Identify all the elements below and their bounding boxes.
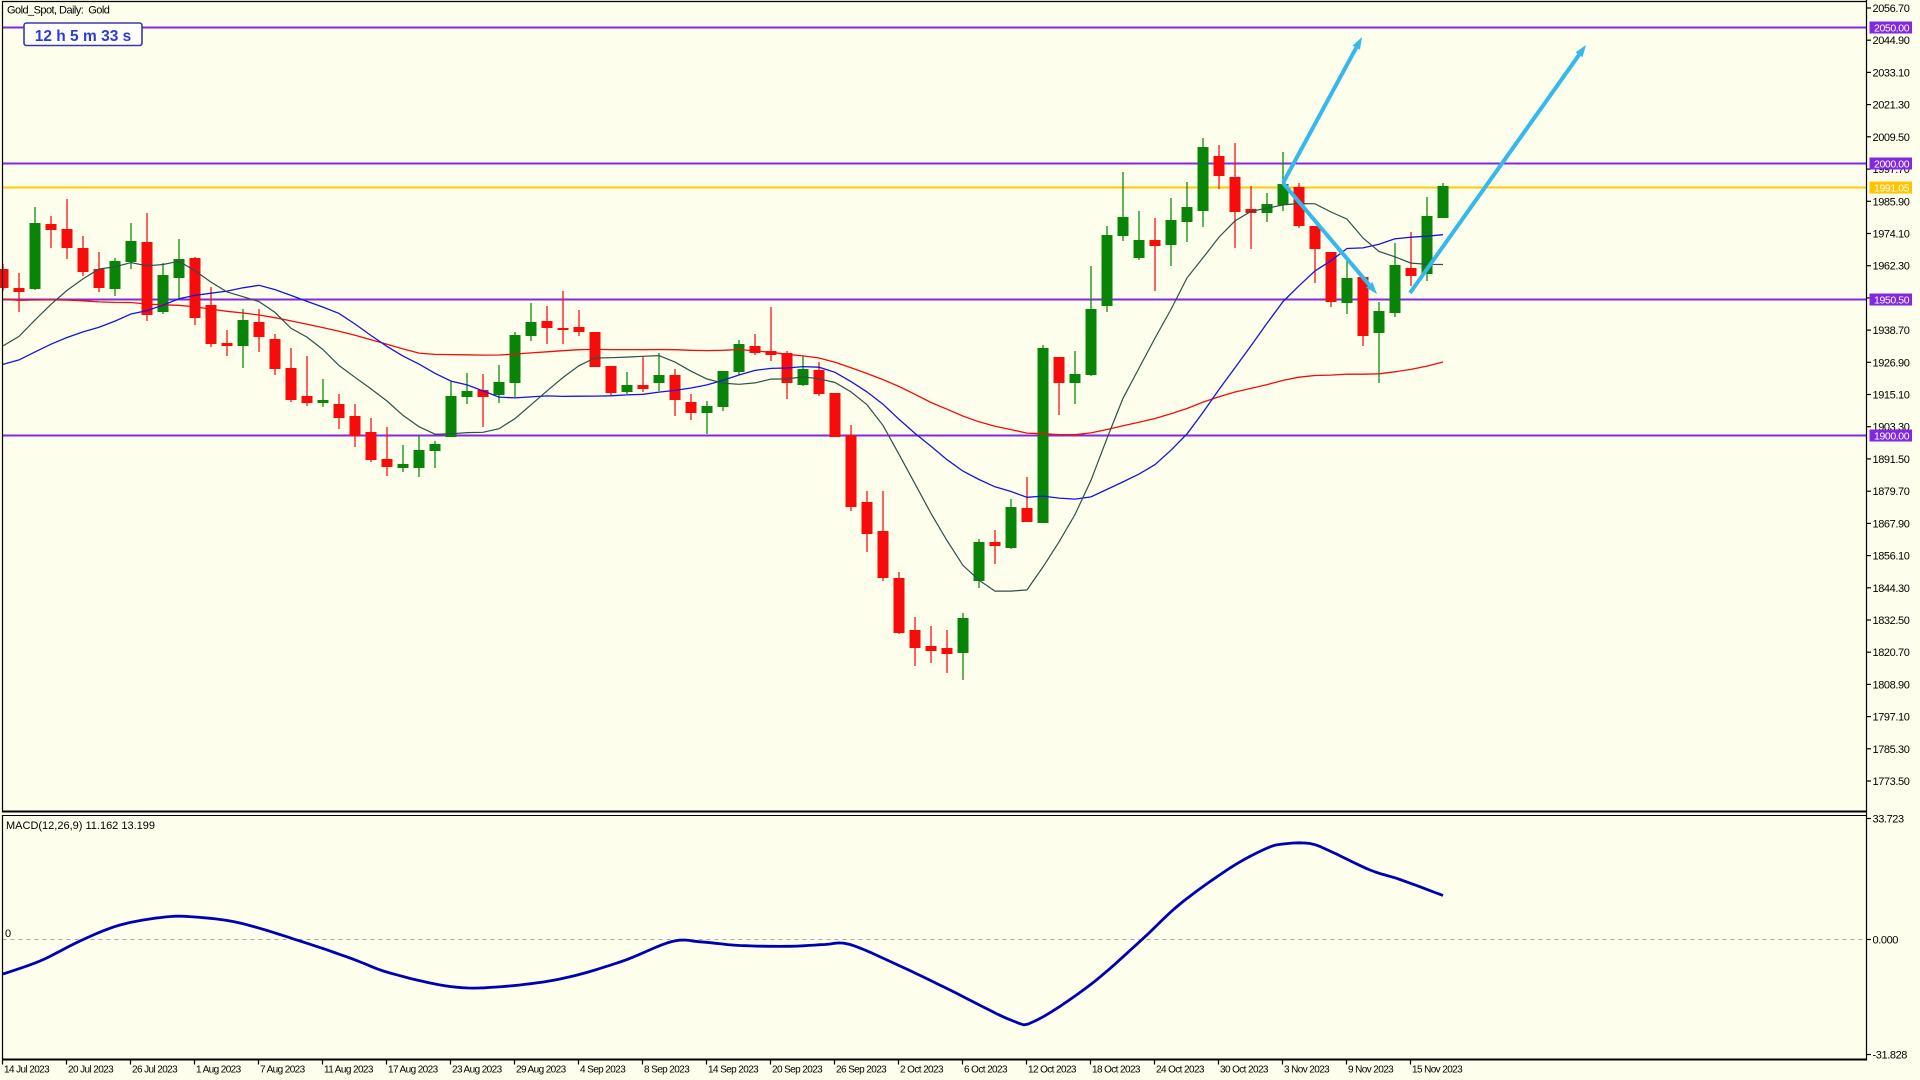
- svg-text:12 h 5 m 33 s: 12 h 5 m 33 s: [35, 28, 132, 45]
- svg-text:30 Oct 2023: 30 Oct 2023: [1220, 1065, 1269, 1076]
- svg-text:2 Oct 2023: 2 Oct 2023: [900, 1065, 944, 1076]
- svg-text:1891.50: 1891.50: [1873, 454, 1910, 466]
- svg-text:18 Oct 2023: 18 Oct 2023: [1092, 1065, 1141, 1076]
- svg-text:9 Nov 2023: 9 Nov 2023: [1348, 1065, 1394, 1076]
- svg-text:2056.70: 2056.70: [1873, 3, 1910, 15]
- svg-text:MACD(12,26,9) 11.162 13.199: MACD(12,26,9) 11.162 13.199: [6, 820, 155, 832]
- svg-text:14 Sep 2023: 14 Sep 2023: [708, 1065, 759, 1076]
- svg-text:15 Nov 2023: 15 Nov 2023: [1412, 1065, 1463, 1076]
- svg-text:1856.10: 1856.10: [1873, 551, 1910, 563]
- svg-text:2044.90: 2044.90: [1873, 35, 1910, 47]
- svg-text:2000.00: 2000.00: [1874, 159, 1910, 171]
- svg-text:33.723: 33.723: [1873, 814, 1905, 826]
- svg-text:1926.90: 1926.90: [1873, 357, 1910, 369]
- svg-text:1985.90: 1985.90: [1873, 196, 1910, 208]
- svg-text:2050.00: 2050.00: [1874, 23, 1910, 35]
- svg-text:1900.00: 1900.00: [1874, 431, 1910, 443]
- svg-text:23 Aug 2023: 23 Aug 2023: [452, 1065, 503, 1076]
- svg-text:20 Jul 2023: 20 Jul 2023: [68, 1065, 114, 1076]
- svg-text:2033.10: 2033.10: [1873, 67, 1910, 79]
- svg-text:1991.05: 1991.05: [1874, 183, 1910, 195]
- svg-text:6 Oct 2023: 6 Oct 2023: [964, 1065, 1008, 1076]
- svg-text:20 Sep 2023: 20 Sep 2023: [772, 1065, 823, 1076]
- svg-text:1785.30: 1785.30: [1873, 744, 1910, 756]
- svg-text:1915.10: 1915.10: [1873, 390, 1910, 402]
- svg-text:26 Sep 2023: 26 Sep 2023: [836, 1065, 887, 1076]
- svg-text:4 Sep 2023: 4 Sep 2023: [580, 1065, 626, 1076]
- svg-text:1808.90: 1808.90: [1873, 679, 1910, 691]
- svg-text:1844.30: 1844.30: [1873, 583, 1910, 595]
- svg-text:11 Aug 2023: 11 Aug 2023: [324, 1065, 374, 1076]
- svg-text:1773.50: 1773.50: [1873, 776, 1910, 788]
- svg-text:29 Aug 2023: 29 Aug 2023: [516, 1065, 567, 1076]
- svg-text:1832.50: 1832.50: [1873, 615, 1910, 627]
- svg-text:0.000: 0.000: [1873, 935, 1899, 947]
- svg-text:2009.50: 2009.50: [1873, 132, 1910, 144]
- svg-text:2021.30: 2021.30: [1873, 100, 1910, 112]
- svg-text:24 Oct 2023: 24 Oct 2023: [1156, 1065, 1205, 1076]
- svg-text:1962.30: 1962.30: [1873, 261, 1910, 273]
- svg-text:12 Oct 2023: 12 Oct 2023: [1028, 1065, 1077, 1076]
- svg-text:14 Jul 2023: 14 Jul 2023: [4, 1065, 50, 1076]
- svg-text:7 Aug 2023: 7 Aug 2023: [260, 1065, 306, 1076]
- svg-text:8 Sep 2023: 8 Sep 2023: [644, 1065, 690, 1076]
- svg-text:0: 0: [5, 928, 11, 940]
- svg-text:26 Jul 2023: 26 Jul 2023: [132, 1065, 178, 1076]
- svg-text:-31.828: -31.828: [1873, 1050, 1908, 1062]
- svg-text:1938.70: 1938.70: [1873, 325, 1910, 337]
- svg-text:1950.50: 1950.50: [1874, 295, 1910, 307]
- svg-text:1797.10: 1797.10: [1873, 712, 1910, 724]
- svg-text:Gold_Spot, Daily: Gold: Gold_Spot, Daily: Gold: [7, 5, 110, 17]
- svg-text:1820.70: 1820.70: [1873, 647, 1910, 659]
- svg-text:1867.90: 1867.90: [1873, 518, 1910, 530]
- svg-text:1974.10: 1974.10: [1873, 229, 1910, 241]
- svg-text:3 Nov 2023: 3 Nov 2023: [1284, 1065, 1330, 1076]
- svg-text:17 Aug 2023: 17 Aug 2023: [388, 1065, 439, 1076]
- svg-text:1 Aug 2023: 1 Aug 2023: [196, 1065, 242, 1076]
- svg-text:1879.70: 1879.70: [1873, 486, 1910, 498]
